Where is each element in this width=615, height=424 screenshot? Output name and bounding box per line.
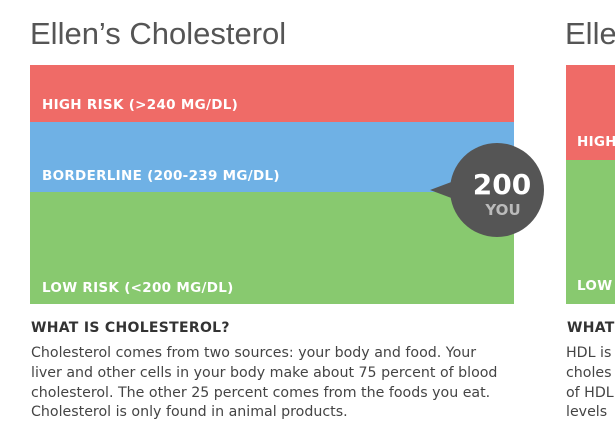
paragraph-line: Cholesterol is only found in animal prod… [31, 404, 348, 420]
marker-bubble: 200 YOU [430, 143, 544, 237]
paragraph-line: of HDL [566, 385, 614, 401]
marker-value: 200 [473, 168, 531, 201]
band-high [30, 65, 514, 122]
band-low [566, 160, 615, 304]
marker-label: YOU [484, 201, 520, 219]
paragraph-line: HDL is [566, 345, 612, 361]
card-title: Ellen’s Cholesterol [30, 16, 287, 51]
band-borderline [30, 122, 514, 192]
bubble [450, 143, 544, 237]
section-title: WHAT IS CHOLESTEROL? [31, 320, 230, 336]
band-label: HIGH [577, 134, 615, 150]
paragraph-line: liver and other cells in your body make … [31, 365, 498, 381]
band-label: HIGH RISK (>240 MG/DL) [42, 97, 239, 113]
paragraph-line: choles [566, 365, 612, 381]
band-high [566, 65, 615, 160]
band-low [30, 192, 514, 304]
band-label: LOW RISK (<200 MG/DL) [42, 280, 234, 296]
band-label: BORDERLINE (200-239 MG/DL) [42, 168, 280, 184]
paragraph-line: cholesterol. The other 25 percent comes … [31, 385, 491, 401]
paragraph-line: Cholesterol comes from two sources: your… [31, 345, 477, 361]
section-title: WHAT [567, 320, 615, 336]
card-title: Elle [565, 16, 615, 51]
band-label: LOW [577, 278, 613, 294]
paragraph-line: levels [566, 404, 608, 420]
